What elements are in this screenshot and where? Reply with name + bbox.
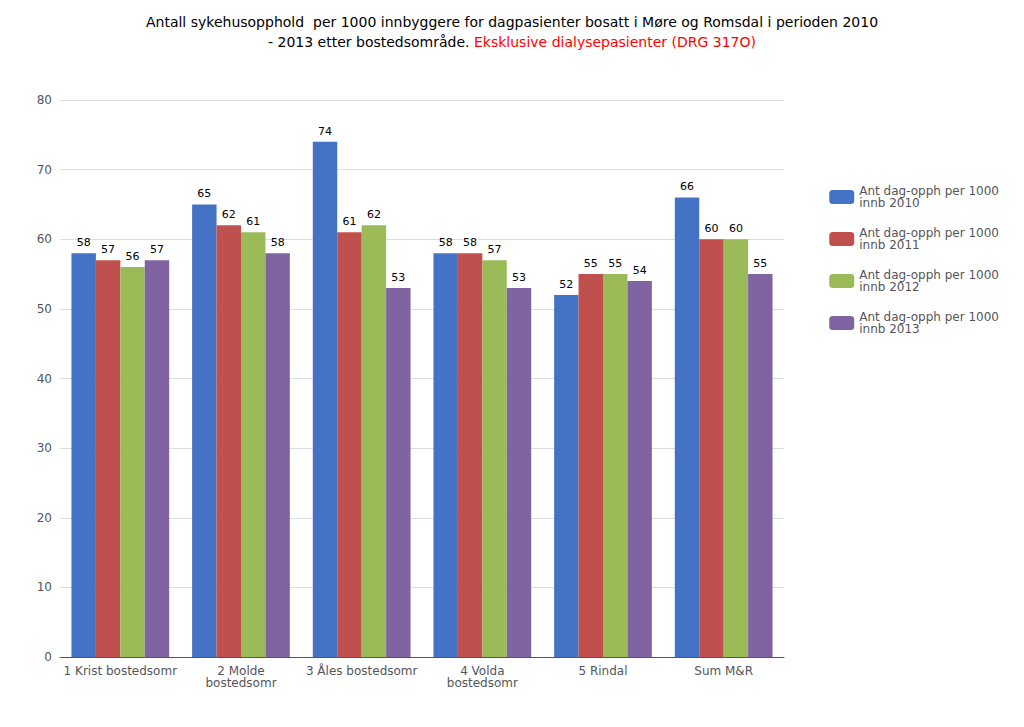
- svg-text:1 Krist bostedsomr: 1 Krist bostedsomr: [64, 664, 178, 678]
- svg-text:60: 60: [704, 222, 718, 235]
- svg-text:2 Molde: 2 Molde: [217, 664, 265, 678]
- svg-text:60: 60: [729, 222, 743, 235]
- svg-text:Ant dag-opph per 1000: Ant dag-opph per 1000: [859, 310, 999, 324]
- svg-text:74: 74: [318, 125, 332, 138]
- svg-text:61: 61: [246, 215, 260, 228]
- svg-text:62: 62: [222, 208, 236, 221]
- svg-text:58: 58: [439, 236, 453, 249]
- svg-text:66: 66: [680, 180, 694, 193]
- svg-text:3 Åles bostedsomr: 3 Åles bostedsomr: [306, 663, 418, 678]
- svg-text:5 Rindal: 5 Rindal: [578, 664, 627, 678]
- svg-text:62: 62: [367, 208, 381, 221]
- svg-text:53: 53: [512, 271, 526, 284]
- svg-text:Ant dag-opph per 1000: Ant dag-opph per 1000: [859, 268, 999, 282]
- svg-text:65: 65: [197, 187, 211, 200]
- svg-text:4 Volda: 4 Volda: [460, 664, 505, 678]
- svg-text:55: 55: [584, 257, 598, 270]
- svg-text:- 2013 etter bostedsområde.: - 2013 etter bostedsområde.: [268, 34, 474, 50]
- svg-text:30: 30: [37, 441, 52, 455]
- svg-text:innb 2013: innb 2013: [859, 322, 920, 336]
- svg-text:innb 2011: innb 2011: [859, 238, 920, 252]
- svg-text:80: 80: [37, 93, 52, 107]
- svg-text:70: 70: [37, 163, 52, 177]
- svg-text:55: 55: [608, 257, 622, 270]
- svg-text:60: 60: [37, 232, 52, 246]
- svg-text:bostedsomr: bostedsomr: [205, 676, 276, 690]
- svg-text:10: 10: [37, 580, 52, 594]
- svg-text:58: 58: [77, 236, 91, 249]
- svg-text:56: 56: [126, 250, 140, 263]
- svg-text:50: 50: [37, 302, 52, 316]
- svg-text:innb 2010: innb 2010: [859, 196, 920, 210]
- svg-text:Eksklusive dialysepasienter (D: Eksklusive dialysepasienter (DRG 317O): [474, 34, 756, 50]
- svg-text:20: 20: [37, 511, 52, 525]
- svg-text:Antall sykehusopphold per 100: Antall sykehusopphold per 1000 innbygger…: [146, 14, 878, 30]
- svg-text:0: 0: [44, 650, 52, 664]
- svg-text:innb 2012: innb 2012: [859, 280, 920, 294]
- svg-text:58: 58: [463, 236, 477, 249]
- svg-text:40: 40: [37, 372, 52, 386]
- svg-text:Ant dag-opph per 1000: Ant dag-opph per 1000: [859, 184, 999, 198]
- svg-text:bostedsomr: bostedsomr: [447, 676, 518, 690]
- svg-text:Ant dag-opph per 1000: Ant dag-opph per 1000: [859, 226, 999, 240]
- svg-text:61: 61: [342, 215, 356, 228]
- svg-text:Sum M&R: Sum M&R: [694, 664, 753, 678]
- svg-text:57: 57: [150, 243, 164, 256]
- svg-text:55: 55: [753, 257, 767, 270]
- svg-text:57: 57: [488, 243, 502, 256]
- svg-text:53: 53: [391, 271, 405, 284]
- svg-text:57: 57: [101, 243, 115, 256]
- svg-text:58: 58: [271, 236, 285, 249]
- svg-text:52: 52: [559, 278, 573, 291]
- svg-text:54: 54: [633, 264, 647, 277]
